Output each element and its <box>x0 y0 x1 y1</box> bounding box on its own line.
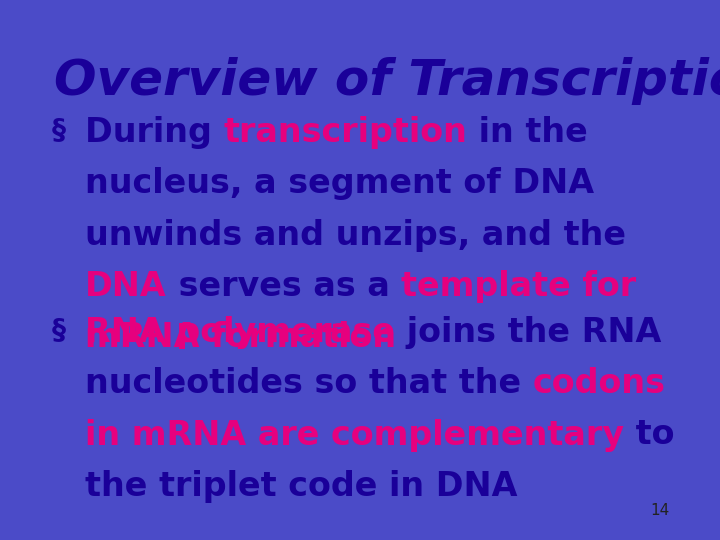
Text: unwinds and unzips, and the: unwinds and unzips, and the <box>85 219 626 252</box>
Text: in the: in the <box>467 116 588 149</box>
Text: DNA: DNA <box>85 270 167 303</box>
Text: joins the RNA: joins the RNA <box>395 316 662 349</box>
Text: During: During <box>85 116 223 149</box>
Text: nucleotides so that the: nucleotides so that the <box>85 367 533 400</box>
Text: 14: 14 <box>650 503 670 518</box>
Text: nucleus, a segment of DNA: nucleus, a segment of DNA <box>85 167 594 200</box>
Text: §: § <box>52 116 66 144</box>
Text: mRNA formation: mRNA formation <box>85 321 396 354</box>
Text: codons: codons <box>533 367 666 400</box>
Text: RNA polymerase: RNA polymerase <box>85 316 395 349</box>
Text: to: to <box>624 418 675 451</box>
Text: transcription: transcription <box>223 116 467 149</box>
Text: template for: template for <box>401 270 636 303</box>
Text: the triplet code in DNA: the triplet code in DNA <box>85 470 518 503</box>
Text: in mRNA are complementary: in mRNA are complementary <box>85 418 624 451</box>
Text: Overview of Transcription: Overview of Transcription <box>54 57 720 105</box>
Text: serves as a: serves as a <box>167 270 401 303</box>
Text: §: § <box>52 316 66 344</box>
